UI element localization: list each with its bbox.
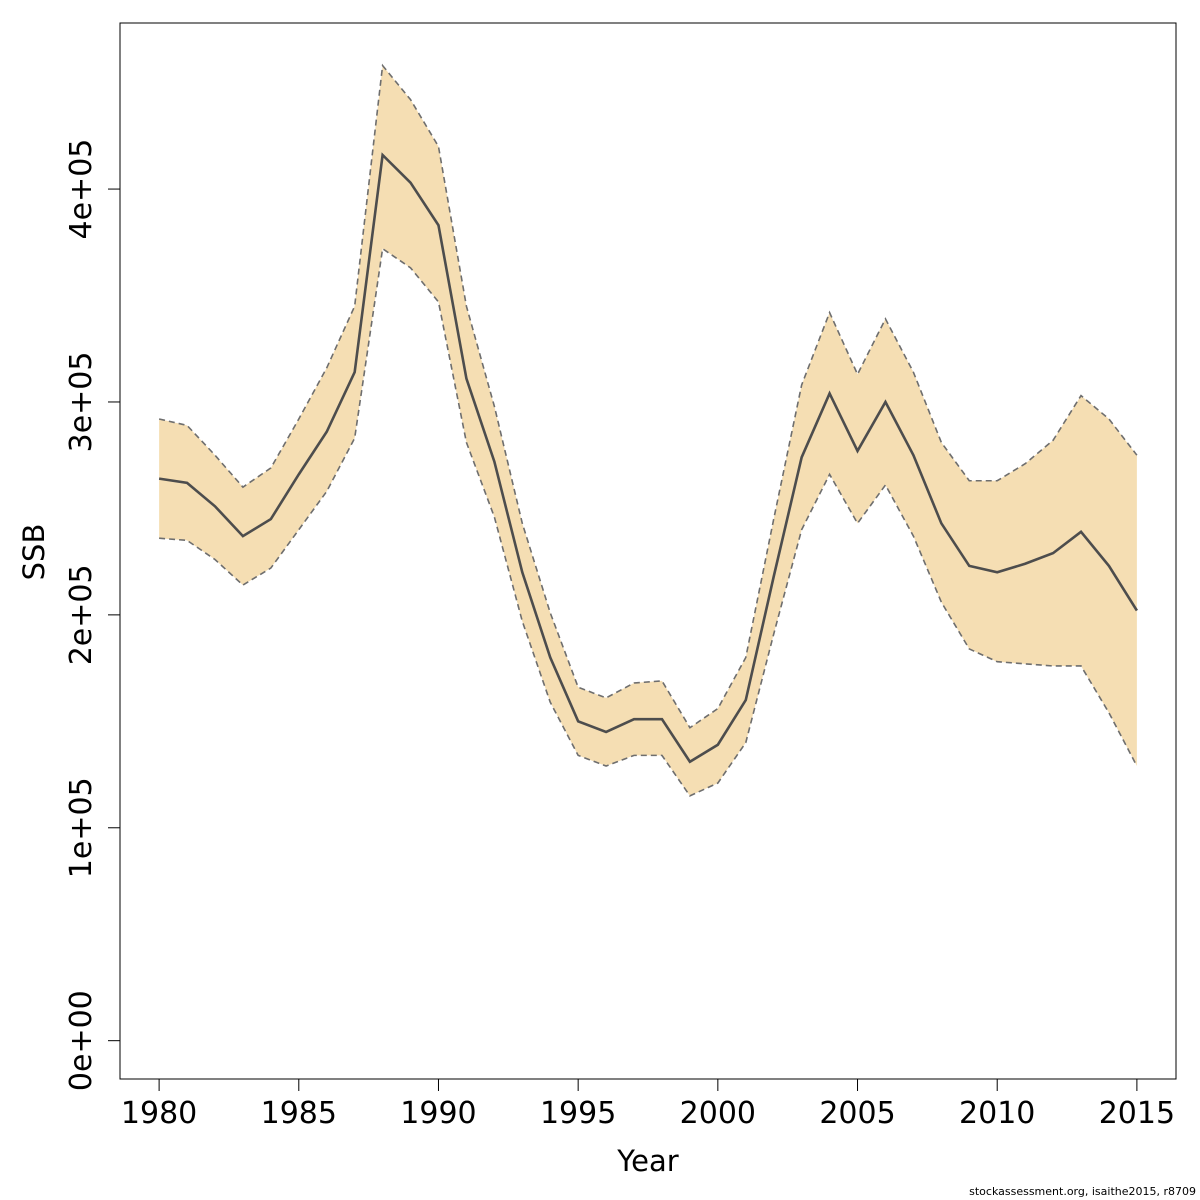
footer-credit: stockassessment.org, isaithe2015, r8709 (969, 1185, 1196, 1198)
plot-frame (119, 22, 1177, 1080)
x-tick-label: 1985 (261, 1096, 337, 1131)
x-axis-title: Year (616, 1144, 678, 1178)
x-tick-label: 1980 (121, 1096, 197, 1131)
y-axis-title: SSB (17, 524, 51, 581)
y-axis: 0e+00 1e+05 2e+05 3e+05 4e+05 (64, 139, 120, 1091)
y-tick-label: 0e+00 (64, 990, 99, 1091)
x-axis: 1980 1985 1990 1995 2000 2005 2010 2015 (121, 1079, 1175, 1131)
x-tick-label: 2005 (819, 1096, 895, 1131)
x-tick-label: 1990 (400, 1096, 476, 1131)
confidence-band (159, 65, 1137, 796)
y-tick-label: 1e+05 (64, 777, 99, 878)
y-tick-label: 3e+05 (64, 352, 99, 453)
upper-bound-line (158, 63, 1138, 729)
x-tick-label: 1995 (540, 1096, 616, 1131)
x-tick-label: 2000 (680, 1096, 756, 1131)
y-tick-label: 2e+05 (64, 564, 99, 665)
lower-bound-line (159, 247, 1138, 797)
plot-layer (158, 63, 1138, 797)
ssb-estimate-line (158, 152, 1138, 764)
x-tick-label: 2010 (959, 1096, 1035, 1131)
y-tick-label: 4e+05 (64, 139, 99, 240)
x-tick-label: 2015 (1099, 1096, 1175, 1131)
